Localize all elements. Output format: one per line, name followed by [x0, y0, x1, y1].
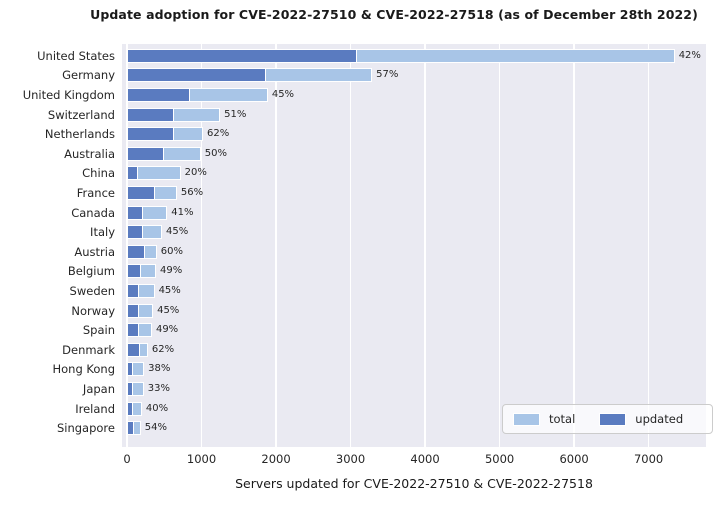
- y-tick-label-7: France: [76, 186, 115, 200]
- chart-legend: total updated: [502, 404, 713, 434]
- bar-pct-label-6: 20%: [184, 167, 207, 179]
- x-tick-label-5000: 5000: [484, 452, 515, 466]
- x-tick-label-6000: 6000: [559, 452, 589, 466]
- y-tick-label-15: Denmark: [62, 342, 115, 357]
- y-tick-label-2: United Kingdom: [22, 88, 115, 102]
- y-tick-label-5: Australia: [64, 146, 115, 161]
- bar-updated-19: [127, 421, 135, 436]
- bar-updated-12: [127, 284, 140, 298]
- y-tick-label-14: Spain: [82, 323, 115, 338]
- y-tick-label-9: Italy: [90, 225, 115, 240]
- bar-pct-label-0: 42%: [678, 49, 701, 61]
- gridline-2000: [275, 44, 277, 447]
- gridline-5000: [498, 44, 501, 447]
- bar-pct-label-13: 45%: [157, 304, 180, 316]
- bar-pct-label-19: 54%: [144, 422, 168, 434]
- bar-updated-10: [127, 244, 145, 259]
- bar-pct-label-16: 38%: [148, 363, 171, 375]
- gridline-0: [126, 44, 128, 447]
- bar-pct-label-2: 45%: [271, 89, 295, 100]
- bar-updated-7: [127, 186, 155, 200]
- bar-updated-1: [127, 68, 267, 83]
- y-tick-label-6: China: [82, 166, 115, 181]
- bar-pct-label-3: 51%: [224, 108, 247, 120]
- bar-updated-0: [127, 48, 358, 63]
- y-tick-label-4: Netherlands: [44, 127, 115, 142]
- plot-area: 42% 57% 45% 51% 62% 50% 20% 56% 41% 45% 60% 49% 45% 4…: [122, 44, 713, 447]
- gridline-6000: [573, 44, 575, 447]
- y-tick-label-17: Japan: [82, 382, 115, 396]
- bar-pct-label-1: 57%: [376, 69, 399, 81]
- x-tick-label-7000: 7000: [633, 452, 664, 466]
- x-tick-label-4000: 4000: [410, 452, 440, 466]
- bar-pct-label-4: 62%: [207, 128, 230, 140]
- legend-label-total: total: [549, 412, 576, 426]
- y-tick-label-19: Singapore: [56, 421, 115, 436]
- bar-pct-label-12: 45%: [158, 285, 181, 296]
- y-tick-label-11: Belgium: [67, 264, 115, 279]
- bar-pct-label-10: 60%: [160, 245, 184, 257]
- y-tick-label-16: Hong Kong: [52, 362, 115, 377]
- gridline-1000: [200, 44, 203, 447]
- bar-updated-18: [127, 401, 133, 416]
- bar-pct-label-15: 62%: [151, 343, 175, 355]
- x-axis-title: Servers updated for CVE-2022-27510 & CVE…: [235, 476, 593, 491]
- bar-pct-label-9: 45%: [166, 226, 189, 238]
- y-tick-label-12: Sweden: [69, 284, 115, 298]
- legend-swatch-total: [513, 412, 540, 426]
- bar-updated-14: [127, 323, 140, 338]
- bar-updated-17: [127, 382, 133, 396]
- y-tick-label-10: Austria: [74, 244, 115, 259]
- y-tick-label-18: Ireland: [75, 401, 115, 416]
- legend-item-total: total: [513, 412, 575, 426]
- bar-updated-15: [127, 342, 141, 357]
- bar-updated-4: [127, 127, 174, 142]
- bar-pct-label-8: 41%: [171, 206, 194, 218]
- bar-updated-8: [127, 205, 144, 220]
- y-tick-label-13: Norway: [71, 303, 115, 318]
- gridline-4000: [424, 44, 426, 447]
- bar-updated-16: [127, 362, 134, 377]
- bar-pct-label-18: 40%: [145, 402, 169, 414]
- bar-pct-label-14: 49%: [155, 324, 179, 336]
- bar-updated-9: [127, 225, 143, 240]
- bar-updated-5: [127, 146, 164, 161]
- legend-label-updated: updated: [635, 412, 684, 426]
- y-tick-label-8: Canada: [71, 205, 115, 220]
- x-tick-label-0: 0: [123, 452, 131, 466]
- bar-updated-3: [127, 107, 174, 122]
- x-tick-label-1000: 1000: [186, 452, 217, 466]
- bar-pct-label-7: 56%: [180, 187, 204, 198]
- x-tick-label-3000: 3000: [335, 452, 366, 466]
- bar-updated-6: [127, 166, 138, 181]
- y-tick-label-0: United States: [37, 48, 115, 63]
- gridline-3000: [349, 44, 352, 447]
- bar-updated-2: [127, 88, 190, 102]
- legend-item-updated: updated: [599, 412, 683, 426]
- bar-updated-13: [127, 303, 139, 318]
- gridline-7000: [647, 44, 650, 447]
- bar-pct-label-17: 33%: [147, 383, 170, 394]
- bar-pct-label-11: 49%: [160, 265, 183, 277]
- bar-updated-11: [127, 264, 142, 279]
- y-tick-label-3: Switzerland: [47, 107, 115, 122]
- bar-pct-label-5: 50%: [204, 147, 227, 159]
- x-tick-label-2000: 2000: [261, 452, 291, 466]
- y-tick-label-1: Germany: [62, 68, 115, 83]
- legend-swatch-updated: [599, 412, 627, 426]
- chart-title: Update adoption for CVE-2022-27510 & CVE…: [90, 7, 698, 22]
